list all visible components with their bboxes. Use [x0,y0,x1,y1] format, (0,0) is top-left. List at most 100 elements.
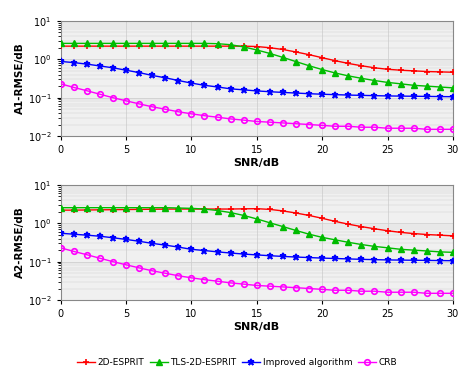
2D-ESPRIT [267,45,273,50]
TLS-2D-ESPRIT [254,48,260,52]
CRB [306,122,312,127]
CRB [110,260,116,264]
CRB [175,110,181,114]
2D-ESPRIT [215,44,220,48]
TLS-2D-ESPRIT [215,208,220,213]
CRB [136,102,142,106]
TLS-2D-ESPRIT [358,76,364,81]
2D-ESPRIT [332,219,338,224]
CRB [97,256,103,261]
2D-ESPRIT [97,44,103,48]
TLS-2D-ESPRIT [280,224,286,229]
Improved algorithm [306,255,312,260]
Improved algorithm [149,241,155,246]
TLS-2D-ESPRIT [437,250,443,254]
Improved algorithm [71,232,77,237]
CRB [372,289,377,294]
2D-ESPRIT [254,44,260,49]
2D-ESPRIT [398,68,403,72]
CRB [450,291,456,296]
Improved algorithm [372,93,377,98]
TLS-2D-ESPRIT [437,85,443,89]
Improved algorithm [267,254,273,258]
Improved algorithm [201,83,207,88]
TLS-2D-ESPRIT [293,59,299,64]
CRB [280,121,286,125]
TLS-2D-ESPRIT [228,210,234,215]
Improved algorithm [241,252,246,256]
CRB [306,286,312,291]
CRB [398,126,403,130]
CRB [215,115,220,120]
TLS-2D-ESPRIT [280,55,286,60]
2D-ESPRIT [201,44,207,48]
Improved algorithm [411,94,417,99]
CRB [346,288,351,292]
Line: TLS-2D-ESPRIT: TLS-2D-ESPRIT [58,205,456,255]
CRB [163,271,168,276]
CRB [201,113,207,118]
Improved algorithm [97,64,103,68]
2D-ESPRIT [437,70,443,74]
TLS-2D-ESPRIT [346,74,351,78]
CRB [97,92,103,96]
Improved algorithm [424,258,429,262]
2D-ESPRIT [346,222,351,226]
TLS-2D-ESPRIT [332,71,338,75]
Line: Improved algorithm: Improved algorithm [57,58,456,100]
TLS-2D-ESPRIT [163,206,168,210]
CRB [346,124,351,129]
2D-ESPRIT [175,44,181,48]
CRB [280,285,286,289]
CRB [149,268,155,273]
TLS-2D-ESPRIT [306,232,312,237]
X-axis label: SNR/dB: SNR/dB [234,158,280,168]
CRB [293,122,299,126]
2D-ESPRIT [280,209,286,213]
2D-ESPRIT [58,208,64,212]
Improved algorithm [332,256,338,261]
Improved algorithm [280,254,286,259]
CRB [267,120,273,124]
2D-ESPRIT [123,44,129,48]
2D-ESPRIT [228,207,234,211]
Improved algorithm [319,256,325,260]
Improved algorithm [437,258,443,263]
2D-ESPRIT [267,207,273,212]
Improved algorithm [385,258,391,262]
TLS-2D-ESPRIT [372,78,377,83]
Line: 2D-ESPRIT: 2D-ESPRIT [57,205,456,239]
Improved algorithm [450,258,456,263]
CRB [385,126,391,130]
2D-ESPRIT [450,234,456,238]
TLS-2D-ESPRIT [201,207,207,211]
2D-ESPRIT [411,231,417,236]
TLS-2D-ESPRIT [450,86,456,90]
2D-ESPRIT [450,70,456,75]
2D-ESPRIT [71,208,77,212]
CRB [215,279,220,284]
TLS-2D-ESPRIT [241,45,246,49]
2D-ESPRIT [254,207,260,211]
Improved algorithm [280,90,286,94]
TLS-2D-ESPRIT [97,41,103,46]
Improved algorithm [71,60,77,65]
TLS-2D-ESPRIT [58,206,64,210]
Improved algorithm [97,234,103,238]
2D-ESPRIT [372,66,377,70]
TLS-2D-ESPRIT [189,206,194,211]
TLS-2D-ESPRIT [267,220,273,225]
CRB [58,246,64,250]
2D-ESPRIT [241,44,246,48]
TLS-2D-ESPRIT [175,206,181,210]
TLS-2D-ESPRIT [293,228,299,233]
TLS-2D-ESPRIT [163,41,168,46]
Improved algorithm [136,70,142,75]
CRB [254,119,260,124]
CRB [110,95,116,100]
Improved algorithm [163,243,168,248]
TLS-2D-ESPRIT [319,68,325,72]
CRB [175,273,181,278]
Improved algorithm [136,239,142,243]
CRB [241,118,246,122]
